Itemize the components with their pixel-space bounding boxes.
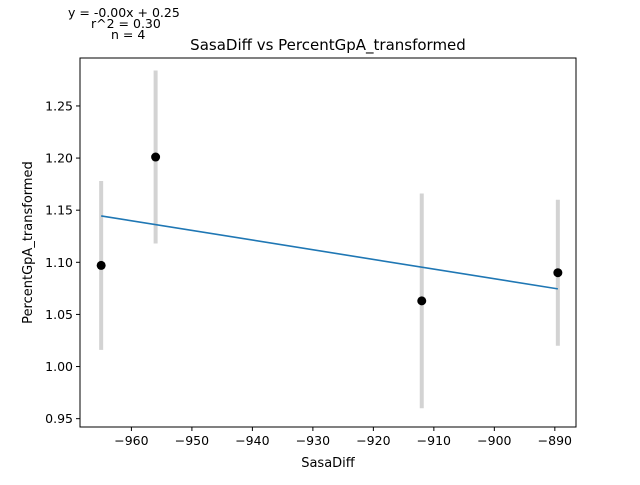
y-tick-label: 1.20: [45, 151, 73, 166]
data-point: [417, 296, 427, 306]
y-tick-label: 1.05: [45, 307, 73, 322]
axes-frame: [79, 57, 577, 428]
fit-line: [101, 215, 558, 290]
x-axis: −960 −950 −940 −930 −920 −910 −900 −890: [114, 427, 572, 448]
data-point: [151, 152, 161, 162]
y-axis-label: PercentGpA_transformed: [21, 161, 36, 324]
x-tick-label: −920: [356, 433, 390, 448]
data-point: [553, 268, 563, 278]
chart-title: SasaDiff vs PercentGpA_transformed: [190, 36, 466, 55]
x-tick-label: −940: [235, 433, 269, 448]
fit-equation: y = -0.00x + 0.25: [68, 5, 180, 20]
x-tick-label: −960: [114, 433, 148, 448]
x-tick-label: −900: [477, 433, 511, 448]
y-tick-label: 1.00: [45, 359, 73, 374]
x-axis-label: SasaDiff: [301, 456, 356, 471]
x-tick-label: −890: [538, 433, 572, 448]
y-axis: 0.95 1.00 1.05 1.10 1.15 1.20 1.25: [45, 98, 80, 426]
x-tick-label: −910: [417, 433, 451, 448]
x-tick-label: −930: [296, 433, 330, 448]
y-tick-label: 1.25: [45, 98, 73, 113]
y-tick-label: 1.10: [45, 255, 73, 270]
y-tick-label: 1.15: [45, 203, 73, 218]
r-squared: r^2 = 0.30: [91, 16, 161, 31]
x-tick-label: −950: [175, 433, 209, 448]
sample-count: n = 4: [111, 27, 145, 42]
y-tick-label: 0.95: [45, 411, 73, 426]
data-point: [96, 260, 106, 270]
plot-area: [96, 70, 563, 409]
